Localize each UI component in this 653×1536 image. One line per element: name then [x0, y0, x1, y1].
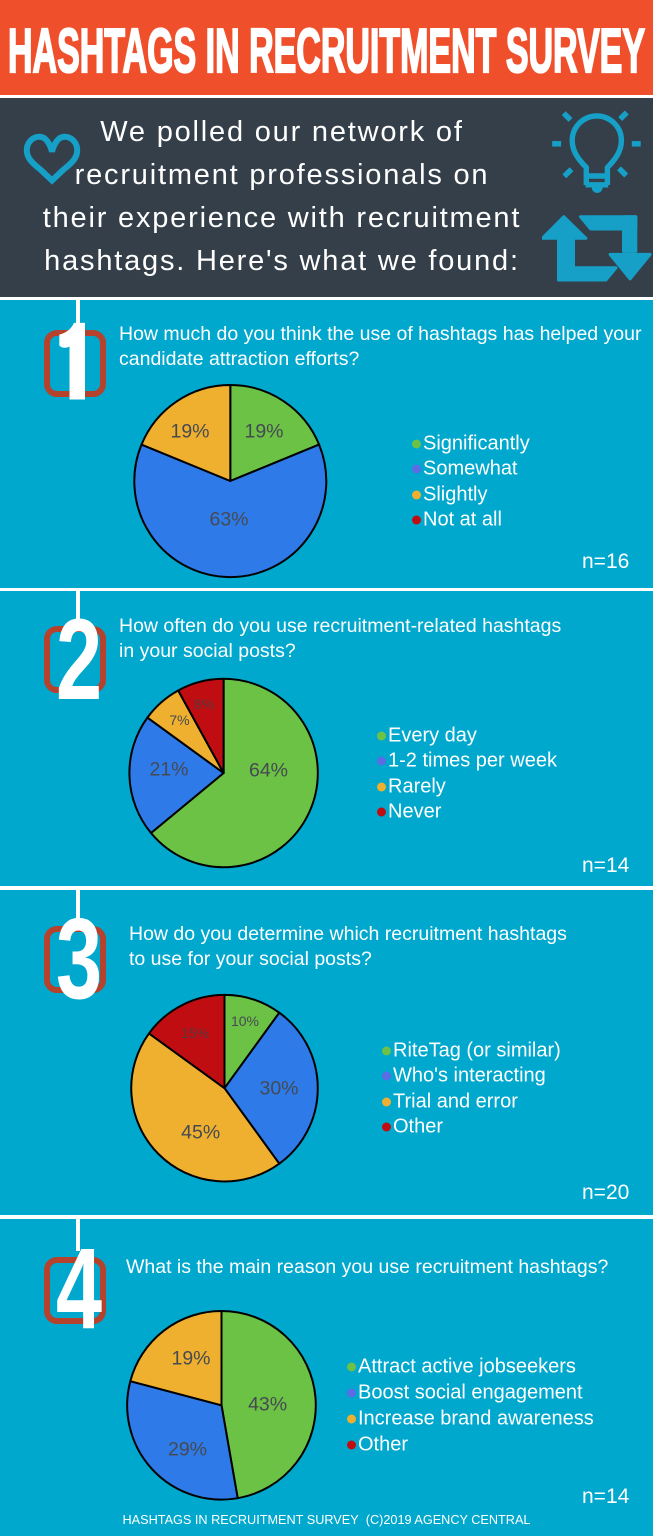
svg-text:HASHTAGS IN RECRUITMENT SURVEY: HASHTAGS IN RECRUITMENT SURVEY: [8, 17, 645, 86]
